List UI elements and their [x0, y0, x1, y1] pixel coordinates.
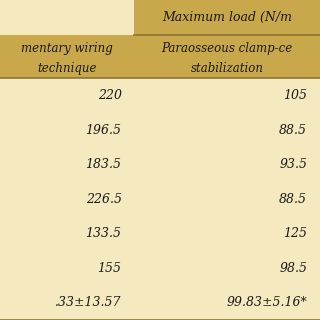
- Bar: [0, 216, 320, 251]
- Text: 98.5: 98.5: [279, 262, 307, 275]
- Text: 196.5: 196.5: [86, 124, 122, 137]
- Text: 99.83±5.16*: 99.83±5.16*: [227, 296, 307, 309]
- Bar: [0, 182, 320, 216]
- Bar: [0, 113, 320, 148]
- Text: technique: technique: [37, 61, 97, 75]
- Text: 155: 155: [98, 262, 122, 275]
- Bar: [0, 251, 320, 285]
- Text: 226.5: 226.5: [86, 193, 122, 206]
- Bar: [0, 35, 320, 78]
- Text: 220: 220: [98, 89, 122, 102]
- Text: 133.5: 133.5: [86, 227, 122, 240]
- Text: 125: 125: [283, 227, 307, 240]
- Bar: [0, 285, 320, 320]
- Bar: [134, 0, 320, 35]
- Text: stabilization: stabilization: [191, 61, 264, 75]
- Text: Maximum load (N/m: Maximum load (N/m: [162, 11, 292, 24]
- Bar: [0, 78, 320, 113]
- Text: mentary wiring: mentary wiring: [21, 42, 113, 55]
- Bar: [0, 148, 320, 182]
- Text: 88.5: 88.5: [279, 124, 307, 137]
- Text: 105: 105: [283, 89, 307, 102]
- Text: 183.5: 183.5: [86, 158, 122, 171]
- Text: .33±13.57: .33±13.57: [55, 296, 122, 309]
- Text: 93.5: 93.5: [279, 158, 307, 171]
- Text: Paraosseous clamp-ce: Paraosseous clamp-ce: [162, 42, 293, 55]
- Text: 88.5: 88.5: [279, 193, 307, 206]
